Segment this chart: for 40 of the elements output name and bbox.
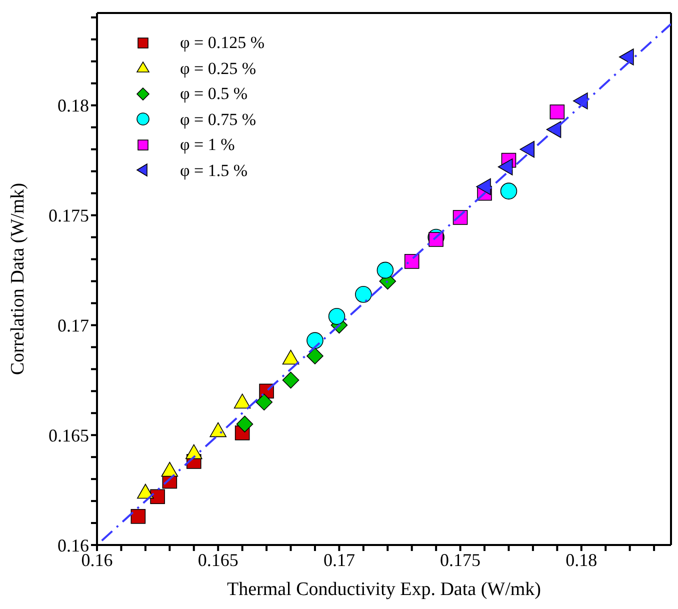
- point: [376, 262, 394, 279]
- point: [619, 48, 634, 66]
- x-tick-label: 0.175: [440, 550, 481, 570]
- legend-label: φ = 0.25 %: [180, 58, 256, 80]
- point: [355, 286, 372, 303]
- point: [520, 140, 535, 158]
- legend-label: φ = 1.5 %: [180, 160, 248, 182]
- x-axis-title: Thermal Conductivity Exp. Data (W/mk): [227, 579, 541, 600]
- point: [476, 178, 491, 196]
- point: [404, 254, 420, 269]
- y-axis-title: Correlation Data (W/mk): [8, 182, 29, 376]
- point: [550, 104, 565, 120]
- legend-label: φ = 0.75 %: [180, 108, 256, 131]
- point: [210, 422, 226, 438]
- point: [306, 348, 324, 364]
- y-tick-label: 0.17: [58, 316, 89, 336]
- point: [236, 416, 254, 432]
- point: [256, 394, 273, 411]
- point: [137, 484, 154, 499]
- y-tick-label: 0.165: [48, 425, 89, 446]
- x-tick-label: 0.165: [198, 550, 238, 570]
- point: [306, 332, 324, 349]
- point: [498, 158, 513, 176]
- point: [282, 372, 300, 389]
- point: [185, 444, 202, 460]
- point: [161, 462, 178, 477]
- point: [234, 394, 251, 409]
- y-tick-label: 0.175: [48, 206, 89, 226]
- legend-label: φ = 0.5 %: [180, 83, 248, 105]
- point: [500, 182, 518, 200]
- legend-label: φ = 0.125 %: [180, 32, 265, 54]
- y-tick-label: 0.18: [58, 96, 89, 116]
- point: [282, 350, 300, 365]
- point: [328, 308, 346, 325]
- x-tick-label: 0.18: [566, 550, 598, 570]
- y-tick-label: 0.16: [58, 535, 89, 556]
- point: [150, 489, 165, 504]
- point: [130, 509, 146, 524]
- x-tick-label: 0.17: [323, 550, 355, 570]
- legend-label: φ = 1 %: [180, 134, 235, 156]
